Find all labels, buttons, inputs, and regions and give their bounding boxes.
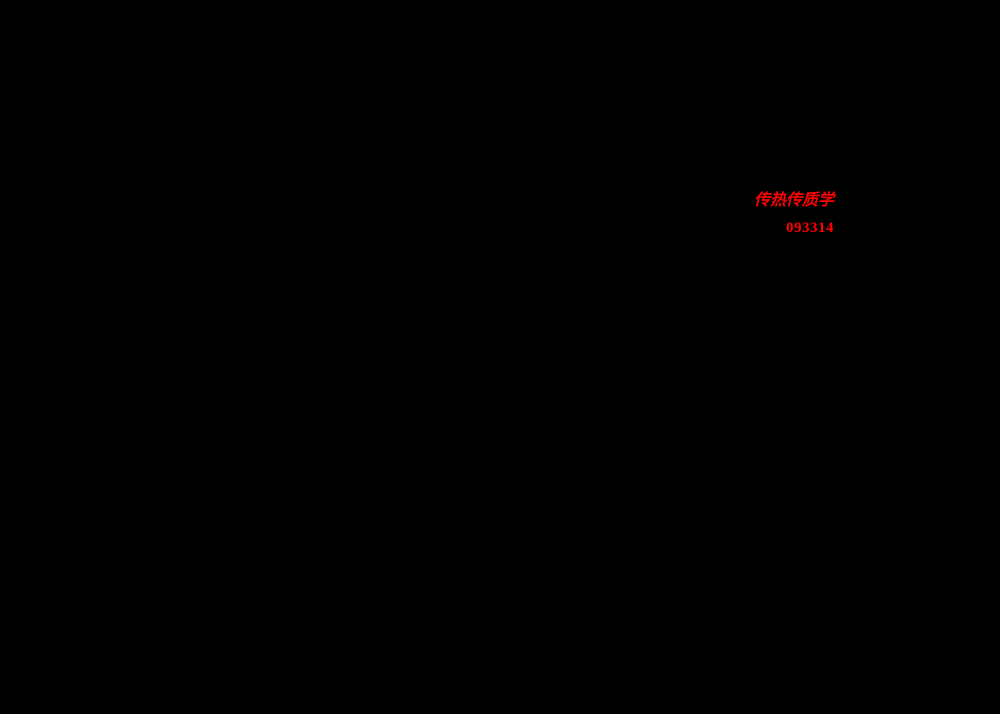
title-block: 传热传质学 093314 — [754, 192, 834, 236]
course-title: 传热传质学 — [753, 192, 834, 209]
course-code: 093314 — [786, 220, 834, 236]
